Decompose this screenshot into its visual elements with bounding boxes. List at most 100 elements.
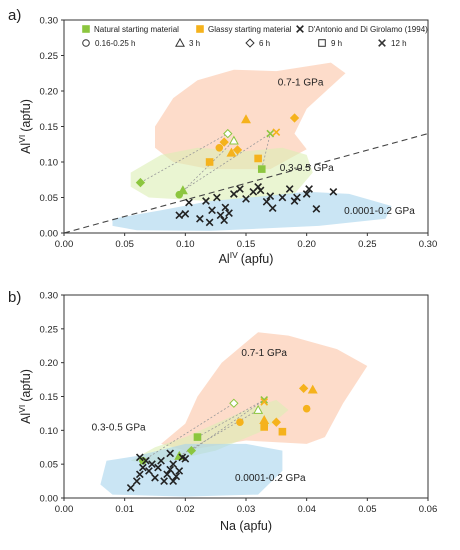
x-tick-label: 0.04 — [297, 504, 316, 515]
data-point — [151, 473, 159, 482]
data-point — [186, 445, 197, 456]
legend-label: 0.16-0.25 h — [95, 39, 135, 48]
data-point — [215, 144, 224, 152]
legend-marker — [175, 37, 185, 47]
region-label: 0.3-0.5 GPa — [280, 163, 334, 174]
data-point — [271, 417, 282, 427]
legend-marker — [378, 39, 386, 47]
pressure-region — [130, 147, 313, 202]
data-point — [285, 185, 294, 193]
data-point — [196, 214, 204, 223]
y-tick-label: 0.05 — [40, 460, 59, 471]
data-point — [163, 470, 171, 479]
data-point — [142, 456, 150, 465]
x-tick-label: 0.25 — [358, 239, 377, 250]
x-tick-label: 0.03 — [237, 504, 256, 515]
data-point — [260, 398, 269, 406]
data-point — [135, 453, 144, 462]
data-point — [154, 463, 162, 472]
data-point — [177, 185, 188, 195]
y-axis-label: AlVI (apfu) — [17, 369, 33, 424]
y-axis-label-unit: (apfu) — [19, 369, 33, 402]
data-point — [260, 423, 268, 431]
data-point — [236, 185, 244, 193]
data-point — [205, 218, 214, 227]
legend-marker — [296, 25, 304, 33]
x-tick-label: 0.05 — [358, 504, 377, 515]
data-point — [216, 211, 225, 220]
tie-line — [142, 402, 235, 462]
legend-marker — [82, 39, 90, 47]
x-tick-label: 0.06 — [419, 504, 438, 515]
x-axis-label-main: Na (apfu) — [220, 519, 272, 533]
y-axis-label: AlVI (apfu) — [17, 99, 33, 154]
y-tick-label: 0.00 — [40, 229, 59, 240]
data-point — [228, 135, 239, 145]
pressure-region — [161, 332, 368, 451]
data-point — [181, 209, 190, 218]
data-point — [132, 477, 141, 485]
data-point — [193, 433, 202, 441]
x-axis-label: Na (apfu) — [220, 519, 272, 533]
legend-label: 9 h — [331, 39, 342, 48]
region-label: 0.0001-0.2 GPa — [235, 473, 306, 484]
y-tick-label: 0.30 — [40, 16, 59, 27]
data-point — [242, 195, 250, 203]
x-tick-label: 0.01 — [115, 504, 134, 515]
data-point — [135, 177, 146, 188]
data-point — [278, 427, 287, 436]
data-point — [202, 197, 210, 205]
y-axis-label-sup: VI — [17, 135, 27, 143]
y-axis-label-unit: (apfu) — [19, 99, 33, 132]
tie-line — [182, 133, 271, 191]
legend-label: 12 h — [391, 39, 407, 48]
panel-label: b) — [8, 289, 21, 306]
y-tick-label: 0.00 — [40, 494, 59, 505]
pressure-region — [155, 62, 346, 170]
pressure-region — [100, 443, 283, 497]
data-point — [236, 418, 244, 427]
x-axis-label: AlIV (apfu) — [219, 250, 274, 266]
region-label: 0.7-1 GPa — [241, 348, 287, 359]
legend-label: Glassy starting material — [208, 25, 292, 34]
data-point — [241, 114, 251, 124]
y-tick-label: 0.15 — [40, 392, 59, 403]
legend-marker — [82, 25, 90, 33]
data-point — [223, 128, 233, 139]
y-tick-label: 0.05 — [40, 193, 59, 204]
legend-label: 3 h — [189, 39, 200, 48]
data-point — [172, 472, 181, 481]
data-point — [221, 203, 230, 212]
data-point — [169, 477, 178, 485]
legend-marker — [196, 25, 204, 33]
data-point — [307, 384, 318, 394]
data-point — [166, 449, 175, 458]
data-point — [205, 158, 214, 166]
legend-marker — [318, 39, 326, 47]
y-tick-label: 0.30 — [40, 291, 59, 302]
y-tick-label: 0.15 — [40, 122, 59, 133]
data-point — [226, 147, 237, 157]
x-axis-label-sup: IV — [230, 250, 238, 260]
y-tick-label: 0.20 — [40, 358, 59, 369]
data-point — [135, 470, 144, 479]
y-tick-label: 0.25 — [40, 51, 59, 62]
data-point — [329, 187, 338, 196]
tie-line — [179, 409, 259, 457]
panel-label: a) — [8, 7, 21, 24]
y-axis-label-main: Al — [19, 413, 33, 424]
data-point — [126, 483, 135, 492]
tie-line — [178, 140, 235, 195]
x-tick-label: 0.00 — [55, 504, 74, 515]
y-tick-label: 0.10 — [40, 426, 59, 437]
data-point — [302, 190, 311, 198]
y-tick-label: 0.10 — [40, 158, 59, 169]
data-point — [259, 415, 270, 424]
x-tick-label: 0.05 — [115, 239, 134, 250]
x-tick-label: 0.02 — [176, 504, 195, 515]
x-axis-label-unit: (apfu) — [241, 252, 274, 266]
data-point — [181, 454, 190, 463]
